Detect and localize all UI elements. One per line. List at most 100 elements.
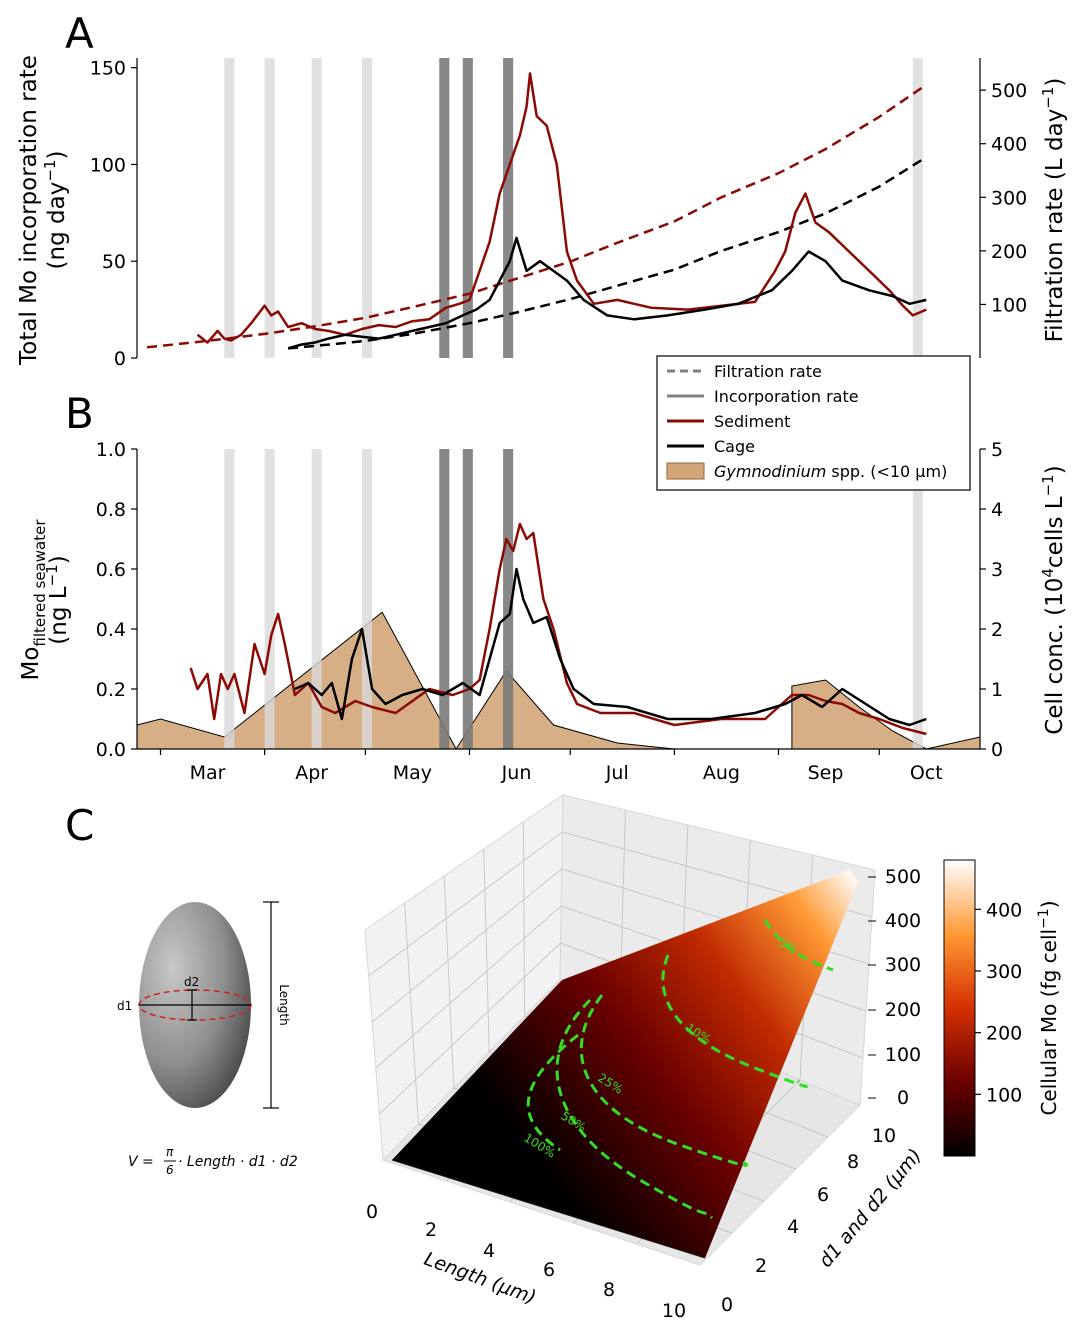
shade-dark-band [439,449,450,749]
grid-line [404,902,419,1125]
surface-edge [391,1159,706,1259]
tick-label: 100 [991,294,1027,316]
month-label: Oct [910,762,943,784]
shade-light-band [362,58,373,358]
tick-label: 0.6 [96,559,126,581]
mo-line-sediment [189,522,927,736]
panel-b-lines [189,522,927,736]
month-label: Jun [501,762,532,784]
shade-dark-band [503,58,514,358]
incorporation-line-cage [287,236,927,350]
shade-light-band [311,58,322,358]
contour-line [555,998,714,1220]
y-tick-label-3d: 6 [817,1184,829,1206]
colorbar-ticks: 100 200 300 400 [975,899,1022,1106]
panel-a-right-ticks: 100 200 300 400 500 [980,80,1027,316]
filtration-line-sediment [146,83,928,349]
panel-b-shading [224,449,923,749]
colorbar-label: Cellular Mo (fg cell−1) [1036,900,1061,1115]
month-label: May [393,762,432,784]
formula-denominator: 6 [166,1163,174,1177]
panel-b-x-ticks: Mar Apr May Jun Jul Aug Sep Oct [159,749,943,784]
legend: Filtration rate Incorporation rate Sedim… [656,355,971,491]
panel-a-ylabel-left-1: Total Mo incorporation rate [16,55,42,366]
length-label: Length [277,984,291,1025]
z-tick-label-3d: 300 [885,954,921,976]
grid-line [368,831,563,977]
panel-b-left-ticks: 0.0 0.2 0.4 0.6 0.8 1.0 [96,439,137,761]
ellipsoid-diagram: d1 d2 Length V = π 6 · Length · d1 · d2 [117,901,298,1177]
tick-label: 0 [991,739,1003,761]
panel-label-b: B [65,389,94,438]
y-axis-label-3d: d1 and d2 (µm) [815,1145,927,1272]
shade-dark-band [462,58,473,358]
colorbar-tick-label: 100 [986,1084,1022,1106]
panel-a-ylabel-right: Filtration rate (L day−1) [1039,78,1068,343]
d2-label: d2 [184,975,199,989]
surface [392,870,858,1258]
colorbar-gradient [943,859,976,1157]
legend-marker-gymnodinium [666,462,705,480]
tick-label: 150 [90,58,126,80]
contour-line [579,994,749,1167]
grid-line [379,942,561,1115]
tick-label: 0 [114,348,126,370]
tick-label: 400 [991,134,1027,156]
shade-dark-band [503,449,514,749]
shade-light-band [264,58,275,358]
x-tick-label-3d: 10 [662,1300,686,1321]
month-label: Jul [605,762,629,784]
shade-dark-band [462,449,473,749]
z-tick-label-3d: 100 [885,1044,921,1066]
panel-a-incorporation-lines [196,72,927,350]
grid-line [375,905,562,1069]
formula-rhs: · Length · d1 · d2 [178,1154,298,1170]
panel-b: B 0.0 0.2 0.4 0.6 0.8 1.0 0 1 2 3 4 5 Mar Apr May Jun… [18,389,1068,784]
panel-a: A 0 50 100 150 100 200 300 400 500 Total Mo inc… [16,9,1068,370]
shade-dark-band [439,58,450,358]
shade-light-band [224,449,235,749]
x-tick-label-3d: 4 [483,1240,495,1262]
x-tick-label-3d: 2 [425,1219,437,1241]
contour-line [526,1033,579,1152]
tick-label: 2 [991,619,1003,641]
gymnodinium-area [137,611,457,749]
colorbar-tick-label: 300 [986,961,1022,983]
panel-a-filtration-lines [146,83,928,350]
tick-label: 1.0 [96,439,126,461]
shade-light-band [224,58,235,358]
legend-label-sediment: Sediment [714,412,790,431]
mo-line-cage [294,567,927,727]
shade-light-band [311,449,322,749]
legend-label-cage: Cage [714,437,755,456]
gymnodinium-area [791,679,980,749]
z-tick-label-3d: 200 [885,999,921,1021]
panel-a-ylabel-left-2: (ng day−1) [41,151,70,270]
panel-b-ylabel-right: Cell conc. (104cells L−1) [1039,465,1068,734]
month-label: Apr [295,762,328,784]
panel-a-shading [224,58,923,358]
tick-label: 0.4 [96,619,126,641]
legend-label-incorporation: Incorporation rate [714,387,859,406]
colorbar-tick-label: 200 [986,1023,1022,1045]
grid-line [371,868,563,1023]
shade-light-band [362,449,373,749]
tick-label: 100 [90,154,126,176]
colorbar: 100 200 300 400 Cellular Mo (fg cell−1) [943,859,1061,1157]
grid-line [522,821,526,1017]
x-tick-label-3d: 0 [366,1201,378,1223]
panel-label-c: C [65,801,94,850]
tick-label: 1 [991,679,1003,701]
y-tick-label-3d: 10 [872,1125,896,1147]
shade-light-band [912,58,923,358]
panel-b-ylabel-left-1: Mofiltered seawater [18,519,49,681]
month-label: Sep [808,762,844,784]
month-label: Mar [190,762,226,784]
panel-label-a: A [65,9,94,58]
x-tick-label-3d: 8 [603,1279,615,1301]
tick-label: 0.0 [96,739,126,761]
tick-label: 200 [991,241,1027,263]
shade-light-band [264,449,275,749]
